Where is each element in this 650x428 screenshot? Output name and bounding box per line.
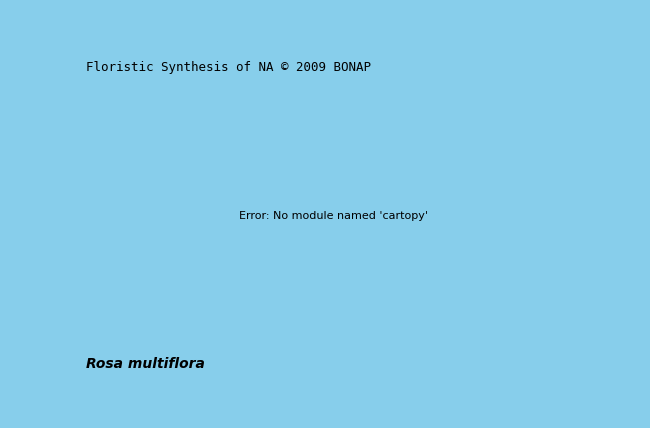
Text: Floristic Synthesis of NA © 2009 BONAP: Floristic Synthesis of NA © 2009 BONAP <box>86 61 371 74</box>
Text: Rosa multiflora: Rosa multiflora <box>86 357 205 371</box>
Text: Error: No module named 'cartopy': Error: No module named 'cartopy' <box>239 211 428 221</box>
